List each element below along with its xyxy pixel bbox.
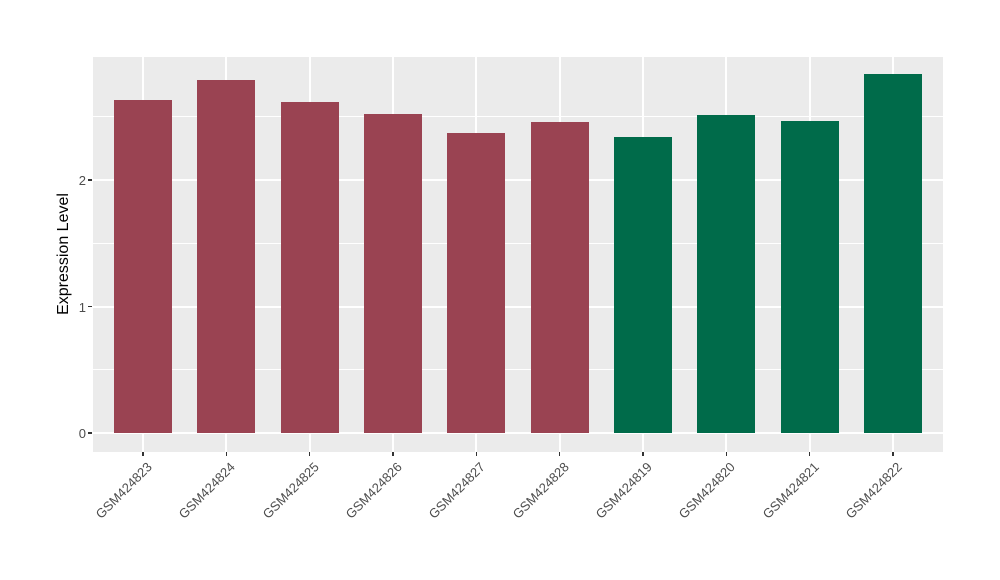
x-tick-mark [725, 452, 728, 456]
x-tick-mark [642, 452, 644, 456]
bar [114, 100, 172, 433]
y-tick-label: 2 [78, 173, 86, 188]
x-tick-mark [225, 452, 228, 456]
minor-gridline [93, 242, 943, 244]
x-tick-mark [392, 452, 394, 456]
x-tick-mark [892, 452, 894, 456]
bar [864, 73, 922, 433]
bar [280, 101, 339, 433]
x-tick-mark [308, 452, 311, 456]
x-tick-label: GSM424827 [426, 459, 489, 522]
x-tick-label: GSM424825 [259, 459, 322, 522]
bar [530, 121, 589, 433]
minor-gridline [93, 369, 943, 371]
x-tick-label: GSM424828 [509, 459, 572, 522]
x-tick-mark [475, 452, 478, 456]
plot-area [93, 57, 943, 452]
x-tick-mark [558, 452, 561, 456]
bar [197, 80, 256, 433]
x-tick-label: GSM424824 [176, 459, 239, 522]
x-tick-mark [808, 452, 811, 456]
x-tick-label: GSM424819 [592, 459, 655, 522]
y-axis-title: Expression Level [55, 193, 72, 315]
bar [447, 133, 506, 433]
y-tick-label: 0 [78, 426, 86, 441]
x-tick-label: GSM424826 [342, 459, 405, 522]
y-tick-mark [88, 305, 92, 308]
y-tick-label: 1 [78, 299, 86, 315]
major-gridline [93, 432, 943, 434]
y-tick-mark [88, 179, 92, 181]
x-tick-label: GSM424822 [842, 459, 905, 522]
x-tick-label: GSM424820 [676, 459, 739, 522]
minor-gridline [93, 116, 943, 118]
major-gridline [93, 305, 943, 308]
x-tick-mark [142, 452, 144, 456]
x-tick-label: GSM424823 [92, 459, 155, 522]
bar [697, 115, 756, 433]
bar [364, 114, 422, 433]
major-gridline [93, 179, 943, 181]
bar [780, 120, 839, 433]
x-tick-label: GSM424821 [759, 459, 822, 522]
y-tick-mark [88, 432, 92, 434]
bar [614, 136, 672, 433]
